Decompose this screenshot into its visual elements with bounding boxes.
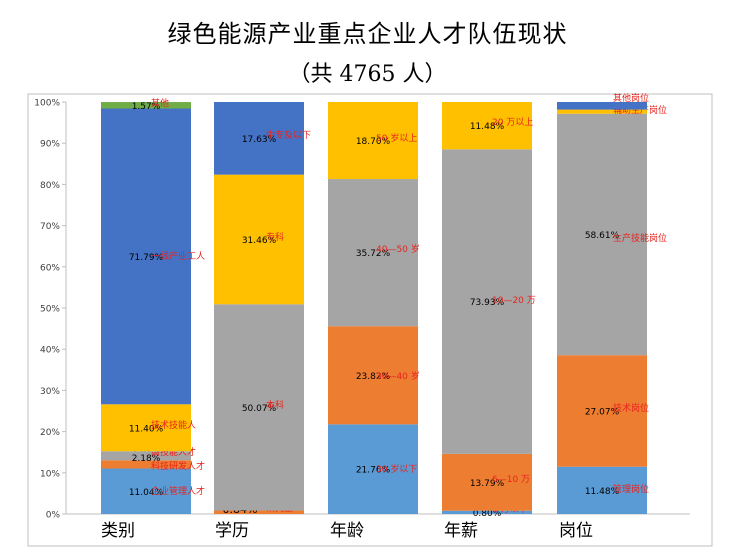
data-label: 35.72%	[356, 249, 391, 259]
bar-segment	[214, 174, 304, 305]
chart-frame	[27, 93, 713, 547]
segment-category-label: 中专及以下	[266, 129, 311, 141]
y-tick-label: 20%	[40, 428, 60, 438]
bar-segment	[101, 460, 191, 469]
bar-segment	[557, 102, 647, 110]
data-label: 73.93%	[470, 298, 505, 308]
bar-segment	[442, 149, 532, 454]
bar-segment	[101, 102, 191, 109]
segment-category-label: 6—10 万	[492, 475, 530, 485]
data-label: 58.61%	[585, 231, 620, 241]
y-tick-label: 60%	[40, 263, 60, 273]
data-label: 18.70%	[356, 137, 391, 147]
x-category-label: 年薪	[444, 521, 478, 541]
bar-segment	[557, 466, 647, 514]
bar-segment	[442, 102, 532, 150]
segment-category-label: 管理岗位	[613, 483, 649, 495]
segment-category-label: 30—40 岁	[376, 370, 420, 382]
chart-subtitle: （共 4765 人）	[288, 62, 447, 87]
segment-category-label: 20 万以上	[492, 117, 533, 128]
bar-segment	[101, 468, 191, 514]
y-tick-label: 30%	[40, 387, 60, 397]
bar-segment	[101, 404, 191, 452]
y-tick-label: 40%	[40, 346, 60, 356]
bar-segment	[214, 510, 304, 514]
data-label: 11.40%	[129, 424, 164, 434]
bar-segment	[442, 453, 532, 511]
segment-category-label: 其他	[151, 97, 169, 109]
bar-segment	[101, 108, 191, 405]
segment-category-label: 技术岗位	[613, 402, 649, 414]
segment-category-label: 一线产业工人	[151, 250, 205, 262]
y-tick-label: 0%	[46, 511, 61, 521]
segment-category-label: 40—50 岁	[376, 243, 420, 255]
data-label: 50.07%	[242, 404, 277, 414]
bar-segment	[557, 113, 647, 356]
y-tick-label: 80%	[40, 181, 60, 191]
segment-category-label: 30 岁以下	[376, 463, 417, 475]
data-label: 1.57%	[132, 102, 161, 112]
data-label: 27.07%	[585, 407, 620, 417]
data-label: 17.63%	[242, 135, 277, 145]
data-label: 11.48%	[470, 122, 505, 132]
data-label: 21.76%	[356, 466, 391, 476]
segment-category-label: 生产技能岗位	[613, 232, 667, 244]
data-label: 11.48%	[585, 487, 620, 497]
data-label: 71.79%	[129, 253, 164, 263]
bar-segment	[442, 510, 532, 514]
data-label: 23.82%	[356, 372, 391, 382]
bar-segment	[328, 424, 418, 514]
data-label: 2.18%	[132, 454, 161, 464]
bar-segment	[101, 451, 191, 461]
segment-category-label: 本科	[266, 399, 284, 411]
data-label: 31.46%	[242, 236, 277, 246]
bar-segment	[214, 304, 304, 511]
chart-title: 绿色能源产业重点企业人才队伍现状	[167, 20, 568, 48]
y-tick-label: 90%	[40, 140, 60, 150]
x-category-label: 岗位	[559, 521, 593, 541]
bar-segment	[328, 102, 418, 180]
segment-category-label: 其他岗位	[613, 92, 649, 104]
segment-category-label: 50 岁以上	[376, 132, 417, 144]
y-tick-label: 50%	[40, 305, 60, 315]
bar-segment	[328, 326, 418, 425]
segment-category-label: 科技研发人才	[151, 460, 205, 472]
data-label: 0.80%	[473, 509, 502, 519]
bar-segment	[214, 102, 304, 175]
bar-segment	[328, 179, 418, 327]
segment-category-label: 专科	[266, 231, 284, 243]
bar-segment	[557, 109, 647, 114]
segment-category-label: 企业管理人才	[151, 485, 205, 497]
bar-segment	[557, 355, 647, 467]
x-category-label: 年龄	[330, 521, 364, 541]
segment-category-label: 技术技能人	[151, 419, 196, 431]
x-category-label: 学历	[215, 521, 249, 541]
data-label: 11.04%	[129, 488, 164, 498]
segment-category-label: 10—20 万	[492, 296, 536, 306]
data-label: 13.79%	[470, 479, 505, 489]
y-tick-label: 100%	[34, 99, 60, 109]
x-category-label: 类别	[101, 521, 135, 541]
y-tick-label: 70%	[40, 222, 60, 232]
y-tick-label: 10%	[40, 469, 60, 479]
